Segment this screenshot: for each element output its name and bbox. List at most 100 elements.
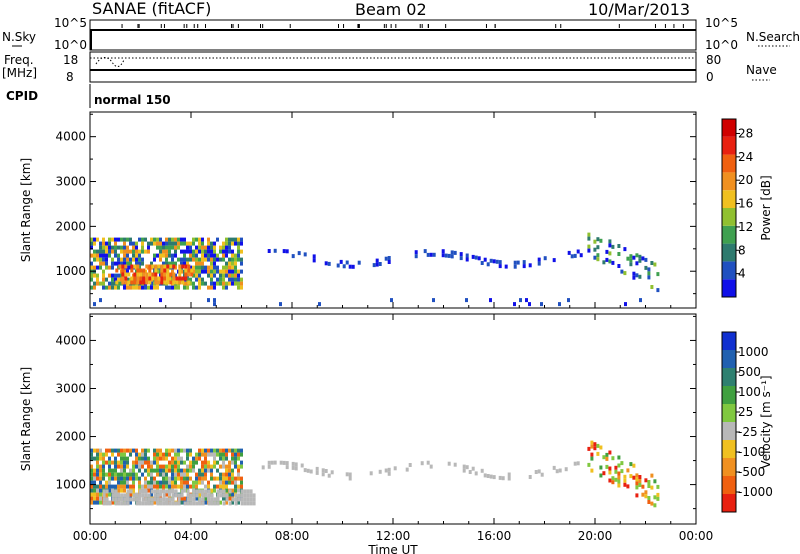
echo-cell: [228, 460, 231, 465]
echo-cell: [132, 460, 135, 465]
echo-cell: [99, 496, 102, 501]
echo-cell: [192, 273, 195, 278]
echo-cell: [150, 237, 153, 242]
echo-cell: [90, 245, 93, 250]
echo-cell: [231, 468, 234, 473]
echo-cell: [192, 285, 195, 290]
echo-cell: [632, 271, 636, 276]
echo-cell: [192, 269, 195, 274]
echo-cell: [210, 488, 213, 493]
echo-cell: [184, 264, 188, 269]
echo-cell: [222, 472, 225, 477]
echo-cell: [141, 456, 144, 461]
echo-cell: [90, 488, 93, 493]
echo-cell: [120, 493, 124, 498]
echo-cell: [171, 245, 174, 250]
echo-cell: [282, 249, 286, 254]
echo-cell: [171, 285, 174, 290]
echo-cell: [190, 272, 194, 277]
echo-cell: [108, 273, 111, 278]
echo-cell: [96, 460, 99, 465]
echo-cell: [142, 280, 146, 285]
echo-cell: [459, 252, 463, 257]
echo-cell: [306, 468, 310, 473]
echo-cell: [120, 245, 123, 250]
echo-cell: [638, 258, 642, 263]
echo-cell: [252, 501, 256, 506]
echo-cell: [213, 501, 217, 506]
echo-cell: [237, 273, 240, 278]
echo-cell: [632, 255, 636, 260]
echo-cell: [183, 448, 186, 453]
echo-cell: [132, 472, 135, 477]
echo-cell: [237, 269, 240, 274]
echo-cell: [168, 484, 171, 489]
echo-cell: [195, 480, 198, 485]
echo-cell: [133, 276, 137, 281]
echo-cell: [231, 277, 234, 282]
counts-right-tick-low: 10^0: [705, 38, 738, 52]
echo-cell: [183, 472, 186, 477]
echo-cell: [147, 488, 150, 493]
echo-cell: [96, 500, 99, 505]
y-tick-label: 1000: [55, 264, 86, 278]
echo-cell: [234, 488, 237, 493]
echo-cell: [222, 464, 225, 469]
echo-cell: [189, 501, 193, 506]
echo-cell: [163, 268, 167, 273]
echo-cell: [231, 492, 234, 497]
echo-cell: [605, 464, 609, 469]
echo-cell: [150, 489, 154, 494]
echo-cell: [156, 452, 159, 457]
echo-cell: [240, 493, 244, 498]
echo-cell: [210, 249, 213, 254]
echo-cell: [123, 472, 126, 477]
echo-cell: [201, 448, 204, 453]
echo-cell: [183, 285, 186, 290]
echo-cell: [177, 464, 180, 469]
echo-cell: [124, 272, 128, 277]
echo-cell: [210, 253, 213, 258]
echo-cell: [225, 253, 228, 258]
echo-cell: [201, 497, 205, 502]
echo-cell: [93, 488, 96, 493]
echo-cell: [138, 460, 141, 465]
echo-cell: [126, 501, 130, 506]
echo-cell: [120, 497, 124, 502]
echo-cell: [117, 488, 120, 493]
echo-cell: [141, 285, 144, 290]
echo-cell: [117, 497, 121, 502]
echo-cell: [135, 448, 138, 453]
echo-cell: [159, 468, 162, 473]
echo-cell: [186, 480, 189, 485]
echo-cell: [195, 493, 199, 498]
echo-cell: [357, 260, 361, 265]
echo-cell: [126, 460, 129, 465]
echo-cell: [189, 253, 192, 258]
echo-cell: [228, 241, 231, 246]
echo-cell: [213, 452, 216, 457]
echo-cell: [447, 461, 451, 466]
echo-cell: [102, 253, 105, 258]
echo-cell: [153, 476, 156, 481]
echo-cell: [201, 261, 204, 266]
echo-cell: [117, 261, 120, 266]
echo-cell: [133, 264, 137, 269]
echo-cell: [465, 465, 469, 470]
echo-cell: [111, 249, 114, 254]
echo-cell: [90, 464, 93, 469]
colorbar-tick-label: 24: [738, 150, 753, 164]
echo-cell: [141, 472, 144, 477]
echo-cell: [159, 497, 163, 502]
echo-cell: [195, 452, 198, 457]
echo-cell: [163, 264, 167, 269]
echo-cell: [537, 257, 541, 262]
echo-cell: [111, 472, 114, 477]
echo-cell: [596, 451, 600, 456]
echo-cell: [99, 253, 102, 258]
freq-strip-frame: [89, 51, 697, 83]
echo-cell: [590, 468, 594, 473]
echo-cell: [183, 281, 186, 286]
echo-cell: [629, 258, 633, 263]
echo-cell: [189, 249, 192, 254]
